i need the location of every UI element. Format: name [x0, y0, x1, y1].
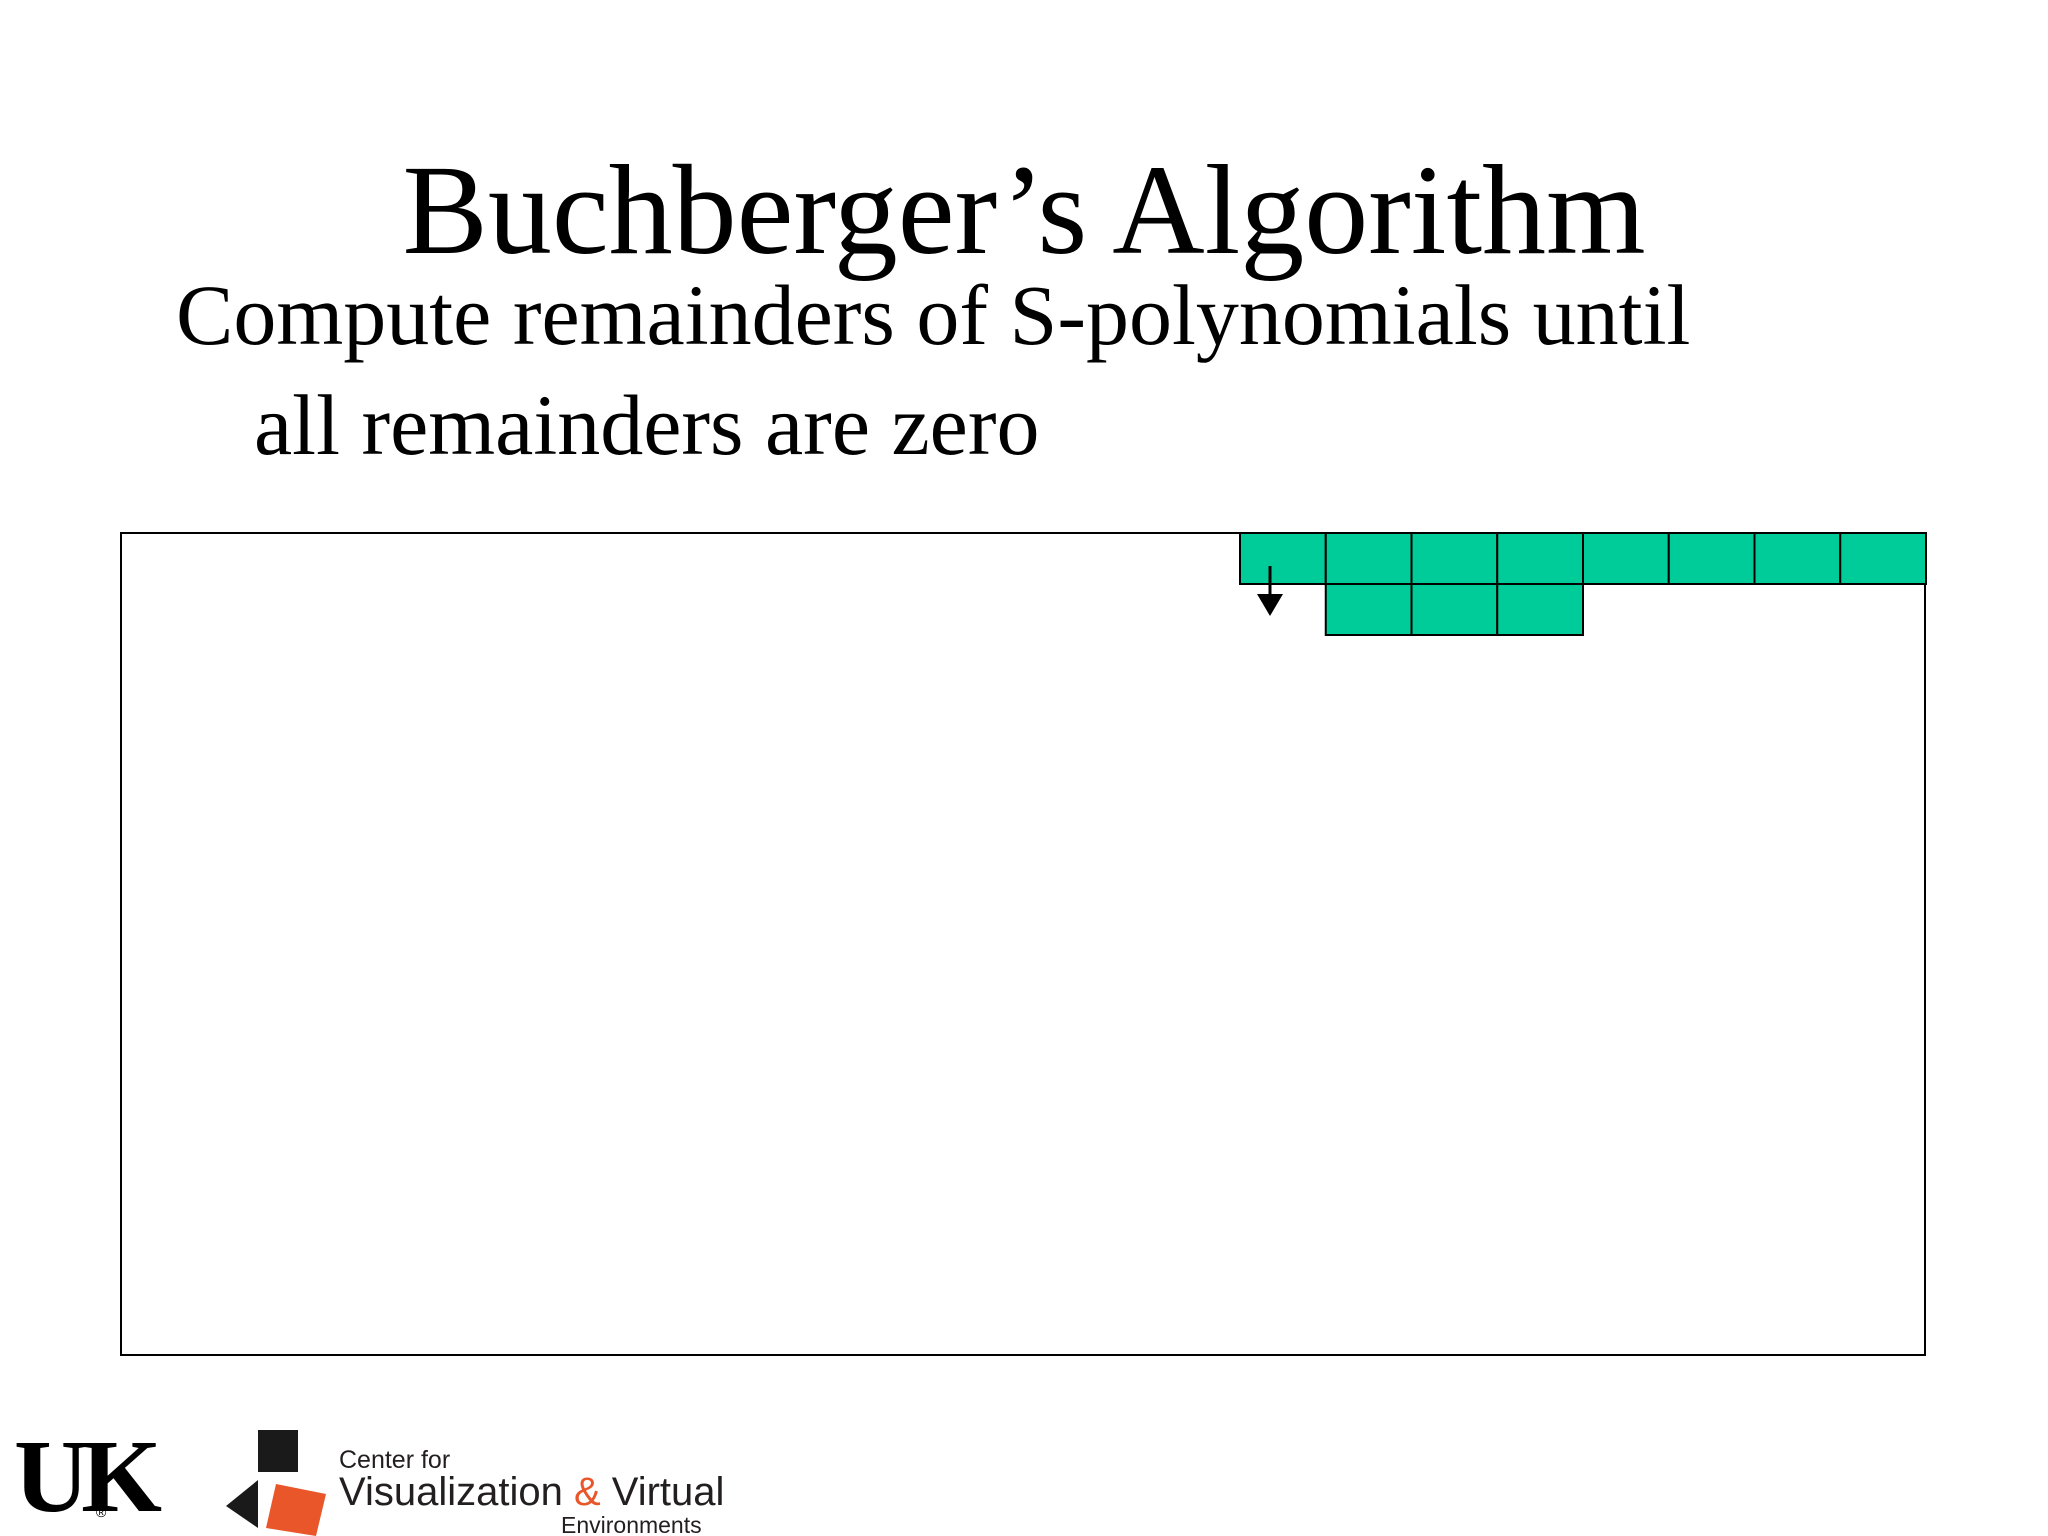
- cvve-name-part-b: Virtual: [600, 1470, 725, 1514]
- slide-title: Buchberger’s Algorithm: [402, 139, 1646, 281]
- bullet-text-line-1: Compute remainders of S-polynomials unti…: [176, 267, 1691, 363]
- bullet-text-line-2: all remainders are zero: [254, 377, 1040, 473]
- ampersand: &: [573, 1470, 601, 1514]
- registered-mark-icon: ®: [96, 1504, 107, 1520]
- uk-logo: UK: [14, 1419, 162, 1534]
- footer-logos: UK ® Center for Visualization & Virtual …: [0, 1420, 760, 1536]
- diagram-frame: [120, 532, 1926, 1356]
- cvve-name-line-3: Environments: [561, 1512, 702, 1536]
- cvve-name-line-1: Center for: [339, 1446, 451, 1474]
- cvve-name-line-2: Visualization & Virtual: [339, 1470, 724, 1514]
- cvve-name-part-a: Visualization: [339, 1470, 574, 1514]
- cvve-logo-mark-icon: [226, 1430, 326, 1536]
